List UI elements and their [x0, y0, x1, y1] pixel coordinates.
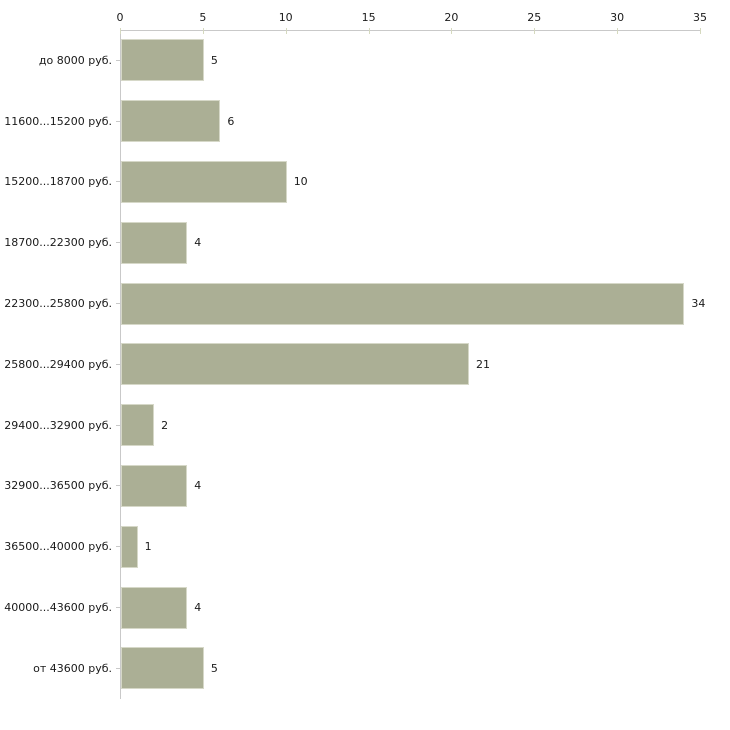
x-tick-label: 5 [199, 11, 207, 24]
bar-row: 18700...22300 руб. 4 [0, 212, 730, 273]
bar-row: до 8000 руб. 5 [0, 30, 730, 91]
bar-row: 25800...29400 руб. 21 [0, 334, 730, 395]
x-tick-label: 35 [693, 11, 707, 24]
bar [121, 464, 188, 507]
bar [121, 586, 188, 629]
x-tick-label: 15 [361, 11, 376, 24]
bar [121, 160, 287, 203]
x-tick-mark [368, 28, 370, 34]
value-label: 5 [210, 661, 218, 675]
x-tick-mark [700, 28, 701, 34]
category-label: от 43600 руб. [33, 661, 112, 675]
value-label: 5 [210, 53, 218, 67]
x-tick-mark [202, 28, 204, 34]
category-label: 32900...36500 руб. [4, 479, 112, 493]
value-label: 4 [194, 479, 202, 493]
x-tick-label: 25 [527, 11, 542, 24]
x-tick-label: 30 [610, 11, 625, 24]
bar-row: от 43600 руб. 5 [0, 638, 730, 699]
bar [121, 343, 469, 386]
x-axis-line [120, 30, 701, 31]
value-label: 10 [293, 175, 308, 189]
x-tick-mark [451, 28, 453, 34]
value-label: 6 [227, 114, 235, 128]
category-label: 22300...25800 руб. [4, 297, 112, 311]
category-tick-mark [116, 303, 121, 305]
category-tick-mark [116, 363, 121, 365]
bar [121, 647, 204, 690]
bar-rows: до 8000 руб. 5 11600...15200 руб. 6 15200...… [0, 30, 730, 699]
bar-row: 36500...40000 руб. 1 [0, 516, 730, 577]
category-tick-mark [116, 424, 121, 426]
x-tick-label: 0 [116, 11, 124, 24]
bar [121, 404, 155, 447]
bar [121, 100, 221, 143]
category-label: 29400...32900 руб. [4, 418, 112, 432]
category-label: 36500...40000 руб. [4, 540, 112, 554]
bar-row: 15200...18700 руб. 10 [0, 152, 730, 213]
category-tick-mark [116, 181, 121, 183]
category-tick-mark [116, 485, 121, 487]
bar-row: 11600...15200 руб. 6 [0, 91, 730, 152]
category-tick-mark [116, 242, 121, 244]
bar-row: 32900...36500 руб. 4 [0, 456, 730, 517]
category-label: 18700...22300 руб. [4, 236, 112, 250]
bar [121, 525, 138, 568]
category-label: до 8000 руб. [38, 53, 112, 67]
bar-row: 22300...25800 руб. 34 [0, 273, 730, 334]
x-tick-label: 20 [444, 11, 459, 24]
x-tick-mark [534, 28, 536, 34]
x-tick-mark [120, 28, 121, 34]
value-label: 4 [194, 601, 202, 615]
x-tick-mark [617, 28, 619, 34]
value-label: 1 [144, 540, 152, 554]
bar-row: 29400...32900 руб. 2 [0, 395, 730, 456]
category-label: 15200...18700 руб. [4, 175, 112, 189]
category-tick-mark [116, 667, 121, 669]
category-label: 40000...43600 руб. [4, 601, 112, 615]
value-label: 34 [691, 297, 706, 311]
category-tick-mark [116, 120, 121, 122]
bar [121, 39, 204, 82]
category-tick-mark [116, 546, 121, 548]
bar [121, 282, 685, 325]
value-label: 21 [476, 357, 490, 371]
x-tick-mark [285, 28, 287, 34]
category-tick-mark [116, 607, 121, 609]
category-label: 11600...15200 руб. [4, 114, 112, 128]
value-label: 4 [194, 236, 202, 250]
value-label: 2 [161, 418, 169, 432]
category-label: 25800...29400 руб. [4, 357, 112, 371]
category-tick-mark [116, 59, 121, 61]
bar-row: 40000...43600 руб. 4 [0, 577, 730, 638]
x-tick-label: 10 [278, 11, 293, 24]
bar [121, 221, 188, 264]
